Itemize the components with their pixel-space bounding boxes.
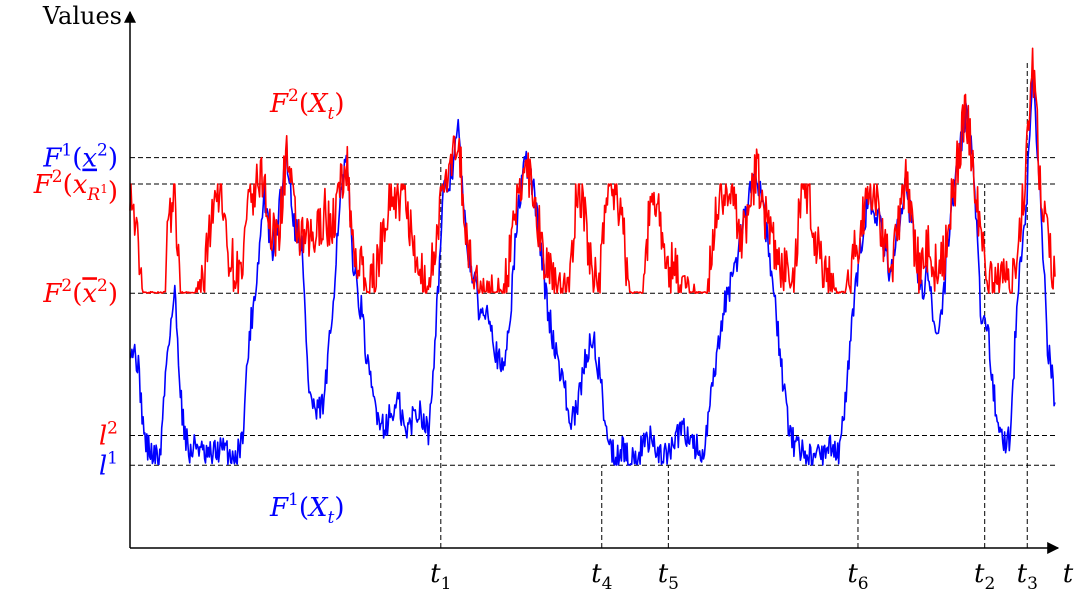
axes: Values t bbox=[42, 2, 1074, 589]
level-label-4: l1 bbox=[99, 448, 118, 481]
tick-label-t5: t5 bbox=[658, 559, 679, 594]
tick-label-t2: t2 bbox=[974, 559, 995, 594]
tick-label-t1: t1 bbox=[430, 559, 451, 594]
series-label-f2: F2(Xt) bbox=[269, 86, 345, 124]
series-lines bbox=[129, 47, 1056, 466]
reference-lines bbox=[130, 157, 1055, 466]
level-label-3: l2 bbox=[99, 419, 118, 452]
series-label-f1: F1(Xt) bbox=[269, 490, 345, 528]
level-label-0: F1(x2) bbox=[42, 141, 118, 174]
level-label-1: F2(xR1) bbox=[33, 167, 118, 207]
tick-label-t3: t3 bbox=[1017, 559, 1038, 594]
tick-label-t6: t6 bbox=[847, 559, 868, 594]
y-axis-label: Values bbox=[42, 2, 122, 30]
level-label-2: F2(x2) bbox=[42, 276, 118, 309]
tick-label-t4: t4 bbox=[591, 559, 612, 594]
series-line-2 bbox=[129, 47, 1056, 295]
event-markers bbox=[440, 61, 1028, 548]
x-axis-label: t bbox=[1063, 559, 1074, 589]
